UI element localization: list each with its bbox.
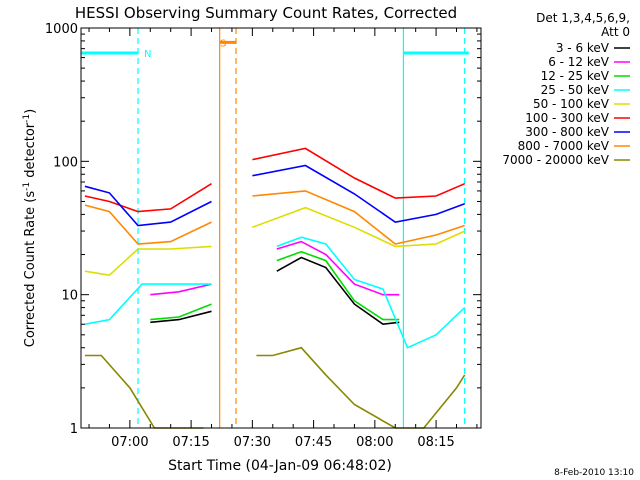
y-tick-label: 1000 — [45, 22, 78, 37]
y-tick-label: 100 — [53, 155, 78, 170]
plot-area: N S 1 10 100 1000 07:00 07:15 07:30 07:45 08:00 08:… — [45, 22, 482, 450]
legend-label-2: 12 - 25 keV — [541, 69, 610, 83]
series-line-3 — [84, 283, 212, 325]
legend-label-8: 7000 - 20000 keV — [502, 153, 609, 167]
series-line-8 — [256, 346, 466, 429]
annotation-label: N — [144, 49, 151, 60]
legend-title-line: Det 1,3,4,5,6,9, — [536, 11, 630, 25]
chart-title: HESSI Observing Summary Count Rates, Cor… — [75, 4, 457, 22]
x-tick-label: 08:00 — [356, 435, 393, 450]
series-line-2 — [150, 303, 212, 321]
series-line-6 — [84, 185, 212, 227]
footer-timestamp: 8-Feb-2010 13:10 — [554, 468, 634, 478]
y-axis-label: Corrected Count Rate (s-1 detector-1) — [22, 109, 38, 347]
series-line-8 — [84, 354, 204, 429]
legend-title-line: Att 0 — [601, 25, 630, 39]
legend-label-7: 800 - 7000 keV — [518, 139, 610, 153]
x-tick-label: 07:30 — [234, 435, 271, 450]
legend-label-4: 50 - 100 keV — [533, 97, 610, 111]
legend-label-6: 300 - 800 keV — [525, 125, 609, 139]
series-line-7 — [252, 190, 465, 245]
series-line-4 — [252, 206, 466, 248]
series-line-3 — [276, 236, 466, 349]
x-tick-label: 07:45 — [295, 435, 332, 450]
series-line-5 — [84, 183, 212, 213]
legend-label-0: 3 - 6 keV — [556, 41, 610, 55]
annotation-label: S — [220, 38, 226, 49]
x-tick-label: 07:00 — [111, 435, 148, 450]
x-tick-label: 07:15 — [172, 435, 209, 450]
series-line-1 — [276, 240, 400, 296]
x-tick-label: 08:15 — [417, 435, 454, 450]
y-tick-label: 10 — [61, 289, 78, 304]
series-line-0 — [276, 256, 400, 326]
plot-frame — [80, 27, 482, 429]
series-line-2 — [276, 250, 400, 321]
legend-label-5: 100 - 300 keV — [525, 111, 609, 125]
series-line-5 — [252, 147, 466, 199]
legend-label-3: 25 - 50 keV — [541, 83, 610, 97]
series-line-6 — [252, 164, 465, 223]
series-line-4 — [84, 245, 212, 277]
series-line-1 — [150, 283, 212, 296]
y-tick-label: 1 — [70, 422, 78, 437]
series-line-7 — [84, 204, 212, 245]
x-axis-label: Start Time (04-Jan-09 06:48:02) — [168, 458, 392, 474]
series-line-0 — [150, 310, 212, 324]
legend-label-1: 6 - 12 keV — [548, 55, 610, 69]
